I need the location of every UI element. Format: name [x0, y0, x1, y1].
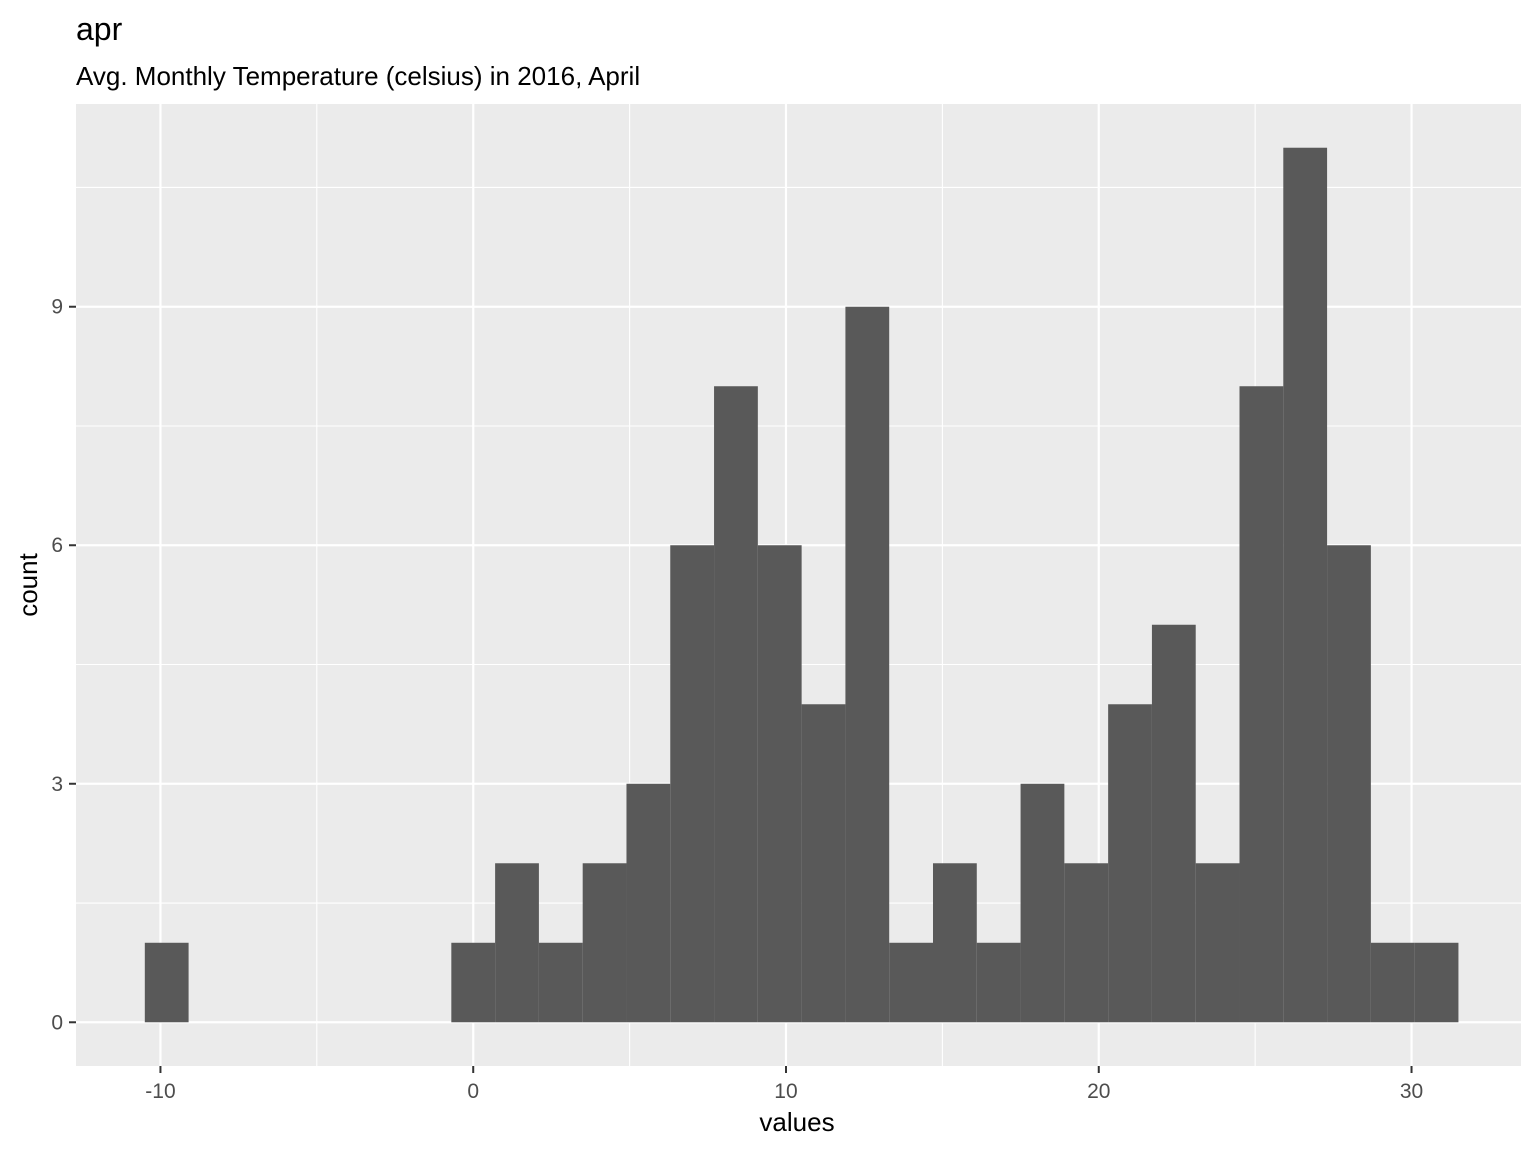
y-tick-label: 3 — [51, 773, 63, 796]
x-tick-label: -10 — [145, 1080, 175, 1103]
histogram-bar — [976, 942, 1021, 1023]
histogram-bar — [670, 545, 715, 1023]
histogram-bar — [1414, 942, 1459, 1023]
x-tick-label: 20 — [1087, 1080, 1110, 1103]
y-tick-label: 9 — [51, 296, 63, 319]
y-axis-title: count — [13, 552, 43, 616]
x-tick-label: 30 — [1400, 1080, 1423, 1103]
histogram-bar — [845, 306, 890, 1023]
histogram-bar — [889, 942, 933, 1023]
histogram-bar — [582, 863, 627, 1023]
histogram-bar — [144, 942, 189, 1023]
histogram-bar — [626, 783, 671, 1023]
histogram-bars — [144, 147, 1459, 1023]
histogram-bar — [1064, 863, 1109, 1023]
histogram-bar — [714, 386, 758, 1023]
y-tick-label: 0 — [51, 1011, 63, 1034]
y-axis: 0 3 6 9 — [51, 296, 76, 1034]
x-tick-label: 0 — [467, 1080, 479, 1103]
x-axis-title: values — [759, 1107, 834, 1137]
histogram-bar — [1283, 147, 1328, 1023]
histogram-bar — [932, 863, 977, 1023]
histogram-bar — [1108, 704, 1152, 1023]
histogram-bar — [1239, 386, 1284, 1023]
x-axis: -10 0 10 20 30 — [145, 1066, 1423, 1103]
x-tick-label: 10 — [774, 1080, 797, 1103]
chart-title: apr — [76, 11, 123, 47]
chart-subtitle: Avg. Monthly Temperature (celsius) in 20… — [76, 61, 640, 91]
histogram-bar — [1020, 783, 1065, 1023]
histogram-bar — [1370, 942, 1415, 1023]
histogram-bar — [538, 942, 583, 1023]
histogram-bar — [451, 942, 496, 1023]
histogram-bar — [1327, 545, 1371, 1023]
histogram-bar — [1151, 624, 1196, 1023]
histogram-bar — [757, 545, 802, 1023]
y-tick-label: 6 — [51, 534, 63, 557]
histogram-bar — [801, 704, 846, 1023]
histogram-bar — [495, 863, 539, 1023]
histogram-bar — [1195, 863, 1240, 1023]
